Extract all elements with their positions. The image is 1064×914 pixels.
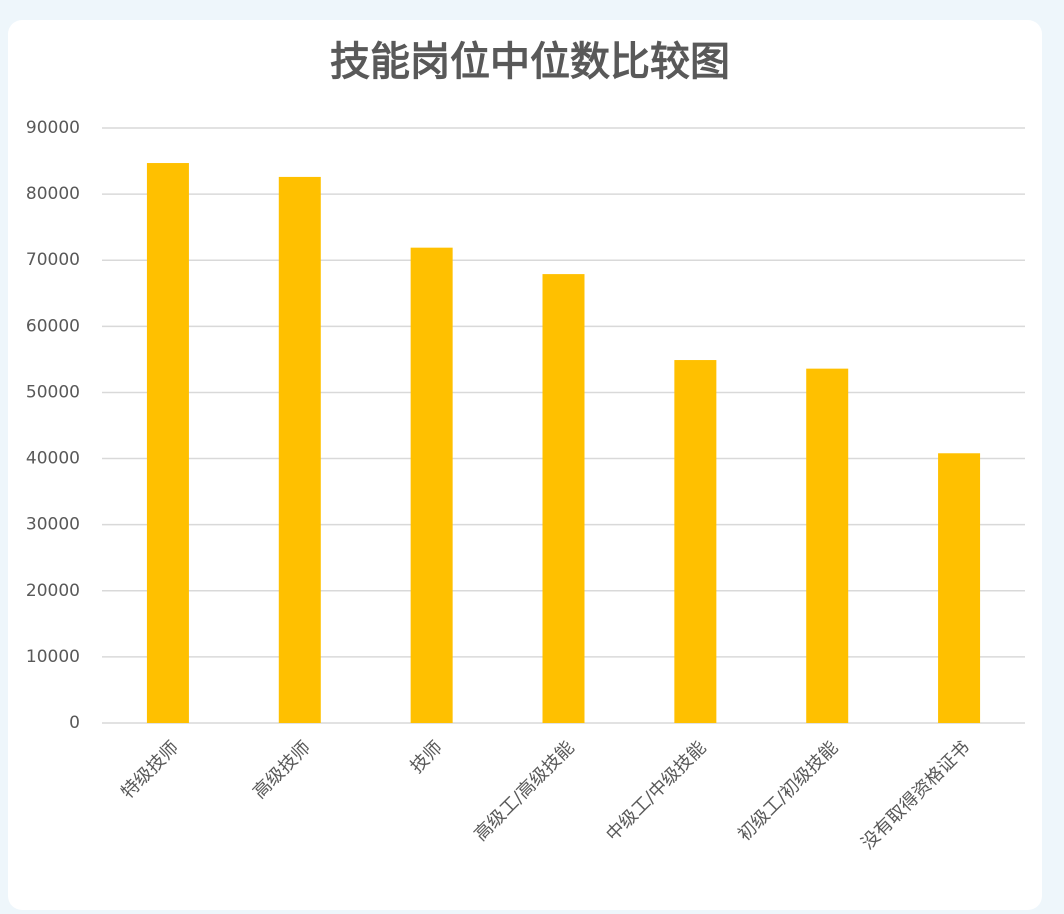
y-tick-label: 90000 (26, 118, 80, 138)
x-tick-label: 高级技师 (249, 737, 315, 803)
y-tick-label: 20000 (26, 581, 80, 601)
bar (806, 368, 849, 723)
y-tick-label: 80000 (26, 184, 80, 204)
x-tick-label: 技师 (406, 737, 446, 777)
y-tick-label: 40000 (26, 449, 80, 469)
x-tick-label: 中级工/中级技能 (602, 737, 710, 845)
x-tick-label: 特级技师 (117, 737, 183, 803)
chart-title: 技能岗位中位数比较图 (330, 39, 730, 85)
x-tick-label: 高级工/高级技能 (470, 737, 578, 845)
bar (938, 453, 981, 723)
y-tick-label: 70000 (26, 250, 80, 270)
bar (410, 247, 453, 723)
y-tick-label: 30000 (26, 515, 80, 535)
bar (278, 176, 321, 723)
x-tick-label: 初级工/初级技能 (734, 737, 842, 845)
bar (674, 360, 717, 723)
y-tick-label: 0 (69, 713, 80, 733)
y-tick-label: 50000 (26, 382, 80, 402)
bar (146, 163, 189, 724)
bar (542, 274, 585, 723)
x-tick-label: 没有取得资格证书 (857, 737, 974, 854)
y-tick-label: 60000 (26, 316, 80, 336)
y-tick-label: 10000 (26, 647, 80, 667)
